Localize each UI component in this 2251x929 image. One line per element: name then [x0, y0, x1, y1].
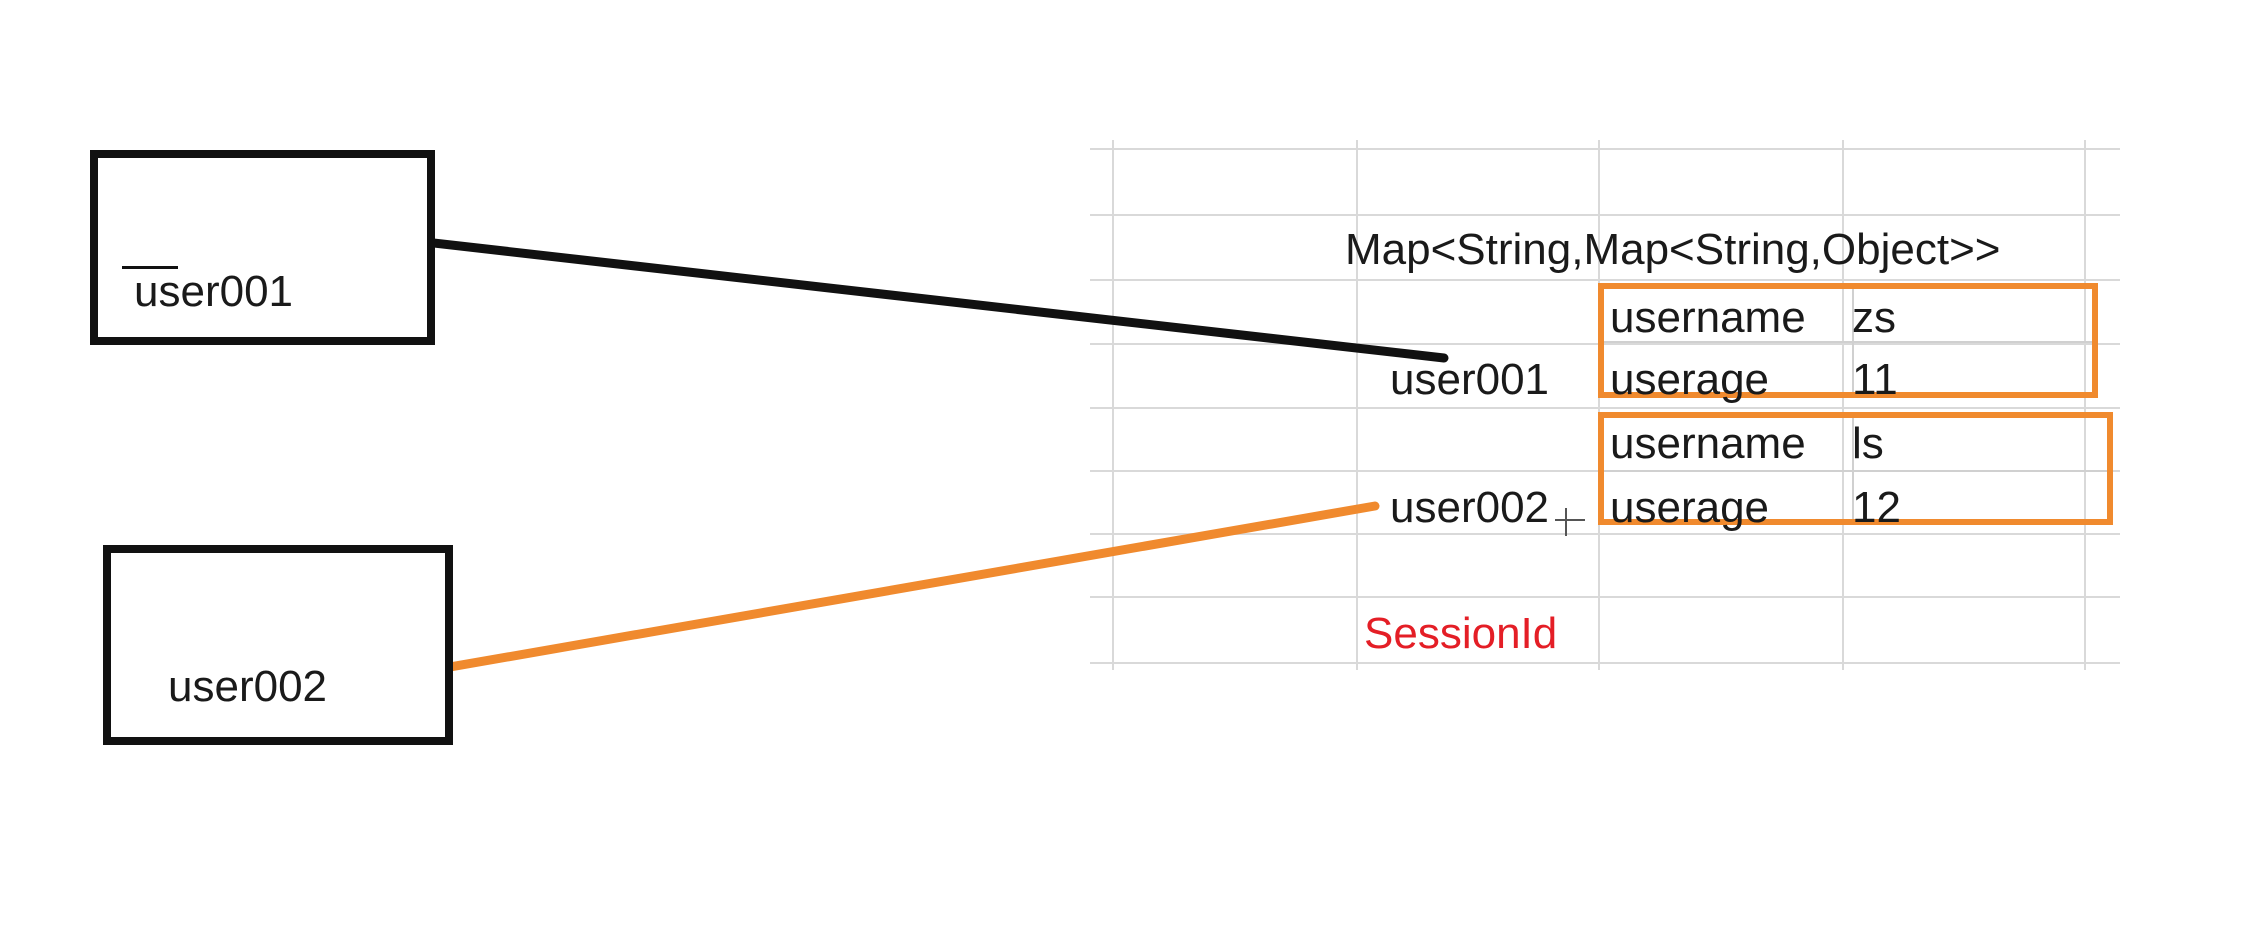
grid-row-line: [1090, 214, 2120, 216]
grid-col-line: [1112, 140, 1114, 670]
entry-value: zs: [1852, 293, 1896, 342]
session-id-label: SessionId: [1364, 609, 1558, 658]
connector-line-user002: [353, 501, 1380, 688]
session-key-user002: user002: [1390, 483, 1550, 532]
entry-field: username: [1610, 419, 1806, 468]
entry-box-user001: [1598, 283, 2098, 398]
connector-line-user001: [367, 231, 1449, 363]
entry-field: userage: [1610, 483, 1770, 532]
grid-col-line: [1356, 140, 1358, 670]
map-type-label: Map<String,Map<String,Object>>: [1345, 225, 2001, 274]
grid-row-line: [1090, 533, 2120, 535]
entry-value: 11: [1852, 355, 1898, 404]
entry-field: userage: [1610, 355, 1770, 404]
grid-row-line: [1090, 148, 2120, 150]
entry-divider: [1604, 470, 2107, 472]
grid-col-line: [1842, 140, 1844, 670]
client-label-user002: user002: [168, 662, 328, 711]
grid-col-line: [2084, 140, 2086, 670]
client-box-user001: user001: [90, 150, 435, 345]
client-label-user001: user001: [134, 267, 294, 316]
entry-divider: [1604, 341, 2092, 343]
session-key-user001: user001: [1390, 355, 1550, 404]
entry-field: username: [1610, 293, 1806, 342]
entry-box-user002: [1598, 412, 2113, 525]
entry-value: ls: [1852, 419, 1884, 468]
grid-row-line: [1090, 343, 2120, 345]
client-box-user002: user002: [103, 545, 453, 745]
grid-row-line: [1090, 407, 2120, 409]
grid-row-line: [1090, 596, 2120, 598]
entry-divider: [1852, 418, 1854, 519]
entry-divider: [1852, 289, 1854, 392]
grid-col-line: [1598, 140, 1600, 670]
entry-value: 12: [1852, 483, 1901, 532]
text-cursor-mark: [122, 266, 178, 269]
grid-row-line: [1090, 279, 2120, 281]
grid-row-line: [1090, 662, 2120, 664]
